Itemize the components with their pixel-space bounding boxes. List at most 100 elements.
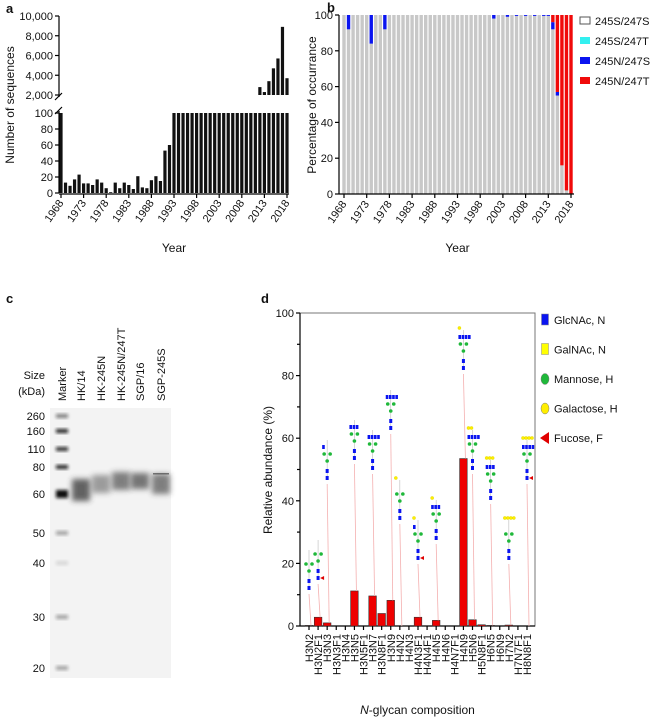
glcnac-icon: [389, 419, 393, 423]
glcnac-icon: [522, 445, 525, 449]
x-tick-label: H3N9: [386, 634, 398, 662]
mannose-icon: [349, 432, 354, 436]
glycan-structure-icon: [412, 516, 424, 618]
bar-1977: [100, 182, 104, 193]
galactose-icon: [457, 326, 462, 330]
glcnac-icon: [470, 435, 474, 439]
x-tick-label: H3N3: [322, 634, 334, 662]
mannose-icon: [307, 569, 311, 573]
bar-upper-2017: [280, 26, 285, 95]
glycan-structure-icon: [313, 540, 325, 618]
glcnac-icon: [316, 569, 320, 573]
mannose-icon: [419, 532, 423, 536]
x-tick-label: H3N2F1: [313, 634, 325, 675]
x-tick-label: 2003: [484, 199, 508, 226]
x-tick-label: H3N5: [349, 634, 361, 662]
x-tick-label: H3N5F1: [359, 634, 371, 675]
x-tick-label: 1993: [156, 198, 180, 225]
bar-1982: [122, 182, 126, 193]
bar-segment-245S-247S: [460, 15, 464, 194]
bar-1984: [131, 189, 135, 193]
x-tick-label: H4N3F1: [413, 634, 425, 675]
protein-band: [152, 474, 170, 494]
bar-1995: [181, 113, 185, 193]
y-tick-label: 2,000: [25, 90, 53, 102]
marker-size-label: 260: [27, 411, 45, 423]
galactose-icon: [484, 456, 489, 460]
glycan-structure-icon: [367, 430, 380, 596]
x-tick-label: H4N3: [404, 634, 416, 662]
marker-size-label: 30: [33, 612, 45, 624]
glcnac-icon: [488, 465, 492, 469]
mannose-icon: [458, 342, 463, 346]
glycan-leader-line: [435, 543, 439, 621]
galactose-icon: [394, 476, 398, 480]
marker-band: [56, 465, 68, 469]
bar-H3N2F1: [313, 616, 323, 627]
x-tick-label: H4N4F1: [422, 634, 434, 675]
x-tick-label: 2008: [223, 198, 247, 225]
y-tick-label: 0: [47, 188, 53, 200]
bar-segment-245S-247S: [505, 16, 510, 195]
galactose-icon: [466, 426, 471, 430]
x-tick-label: 1983: [110, 198, 134, 225]
galactose-icon: [530, 436, 534, 440]
bar-1983: [127, 185, 131, 193]
bar-2006: [231, 113, 235, 193]
x-tick-label: H6N5: [486, 634, 498, 662]
legend-label: 245N/247S: [595, 56, 650, 68]
x-axis-label-rest: -glycan composition: [369, 703, 475, 717]
mannose-icon: [525, 459, 529, 463]
glcnac-icon: [352, 456, 356, 460]
fucose-icon: [420, 556, 424, 560]
mannose-icon: [470, 449, 475, 453]
y-tick-label: 20: [41, 172, 53, 184]
bar-segment-245S-247S: [378, 15, 383, 194]
mannose-icon: [434, 519, 438, 523]
chart-b-percentage-occurrence: 0 20 40 60 80 100 1968197319781983198819931998…: [305, 10, 650, 255]
marker-band: [56, 447, 68, 451]
legend-label: Mannose, H: [554, 374, 613, 386]
bar-H3N5: [350, 590, 359, 627]
bar-1969: [63, 182, 68, 193]
bar-segment-245S-247S: [360, 15, 364, 194]
glcnac-icon: [325, 469, 329, 473]
mannose-legend-icon: [540, 373, 550, 385]
glcnac-icon: [395, 395, 398, 399]
bar-1970: [68, 185, 72, 193]
lane-label: HK-245N: [96, 356, 108, 401]
bar-segment-245N-247S: [551, 22, 555, 30]
x-tick-label: 2013: [530, 199, 554, 226]
glcnac-icon: [471, 466, 474, 470]
glycan-structure-icon: [322, 440, 332, 623]
x-tick-label: 1968: [326, 199, 350, 226]
x-tick-label: 1968: [43, 198, 67, 225]
panel-label-d: d: [261, 291, 269, 306]
bar-1989: [154, 176, 158, 193]
legend-swatch: [580, 77, 590, 84]
x-tick-label: 1983: [394, 199, 418, 226]
mannose-icon: [464, 342, 469, 346]
gel-image: Size (kDa) Marker HK/14 HK-245N HK-245N/247T S…: [18, 327, 171, 678]
bar-1986: [140, 187, 144, 193]
bar-H3N8F1: [377, 613, 386, 627]
bar-segment-245S-247S: [496, 15, 501, 194]
mannose-icon: [491, 472, 496, 476]
glcnac-icon: [416, 556, 420, 560]
mannose-icon: [510, 532, 514, 536]
y-axis-label: Number of sequences: [3, 46, 17, 163]
glcnac-icon: [434, 536, 438, 540]
bar-segment-245S-247S: [414, 15, 419, 194]
bar-segment-245N-247S: [523, 15, 528, 16]
bar-segment-245S-247S: [487, 15, 491, 194]
glcnac-icon: [434, 529, 438, 533]
glcnac-icon: [477, 435, 480, 439]
x-tick-label: H4N7F1: [449, 634, 461, 675]
marker-band: [56, 414, 68, 418]
fucose-icon: [320, 576, 325, 580]
x-tick-label: 2018: [269, 198, 293, 225]
glcnac-icon: [371, 459, 375, 463]
glcnac-icon: [352, 425, 356, 429]
bar-1981: [118, 188, 122, 193]
protein-band: [112, 472, 130, 490]
